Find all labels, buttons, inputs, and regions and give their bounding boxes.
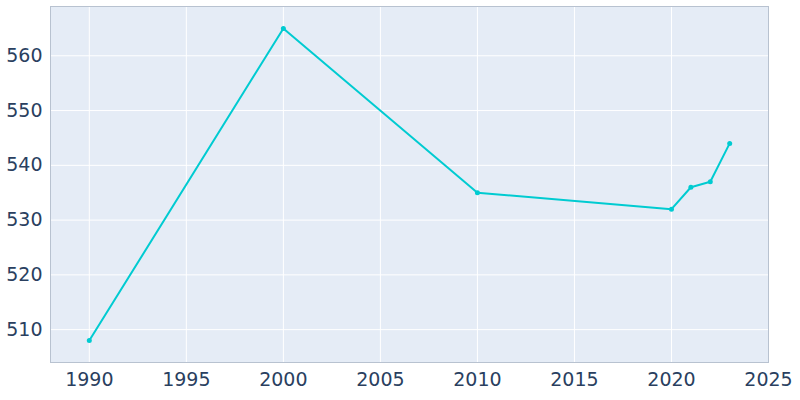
svg-text:1995: 1995 [162,368,210,390]
svg-text:2010: 2010 [453,368,501,390]
svg-text:530: 530 [6,208,42,230]
svg-text:2000: 2000 [259,368,307,390]
svg-text:550: 550 [6,99,42,121]
svg-text:2020: 2020 [647,368,695,390]
svg-text:540: 540 [6,153,42,175]
svg-text:2025: 2025 [744,368,792,390]
svg-text:520: 520 [6,263,42,285]
svg-text:2015: 2015 [550,368,598,390]
svg-text:2005: 2005 [356,368,404,390]
svg-text:510: 510 [6,318,42,340]
svg-text:560: 560 [6,44,42,66]
svg-text:1990: 1990 [65,368,113,390]
